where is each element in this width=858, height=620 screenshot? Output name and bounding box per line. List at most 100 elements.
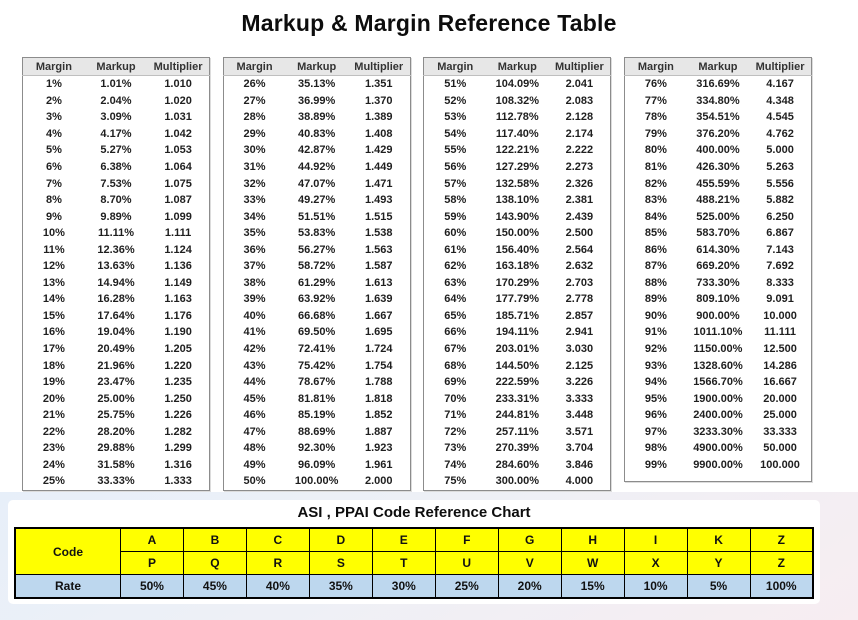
margin-cell: 61% bbox=[444, 243, 467, 256]
multiplier-cell: 1.408 bbox=[364, 127, 393, 140]
margin-cell: 43% bbox=[243, 359, 266, 372]
markup-cell: 13.63% bbox=[97, 260, 135, 273]
multiplier-cell: 5.263 bbox=[766, 161, 794, 173]
markup-cell: 78.67% bbox=[297, 376, 336, 389]
markup-cell: 284.60% bbox=[495, 458, 540, 471]
markup-cell: 2.04% bbox=[100, 94, 132, 107]
table-row: 76% 316.69% 4.167 bbox=[624, 76, 811, 93]
margin-cell: 84% bbox=[644, 210, 667, 223]
table-row: 6% 6.38% 1.064 bbox=[23, 159, 210, 176]
margin-cell: 39% bbox=[243, 293, 266, 306]
markup-cell: 2400.00% bbox=[693, 409, 743, 422]
rate-value-cell: 5% bbox=[686, 574, 751, 599]
margin-cell: 32% bbox=[243, 177, 266, 190]
table-row: 22% 28.20% 1.282 bbox=[23, 423, 210, 440]
code-letter-cell: Y bbox=[686, 551, 751, 575]
rate-value-cell: 40% bbox=[245, 574, 310, 599]
multiplier-cell: 1.449 bbox=[364, 161, 393, 173]
margin-cell: 48% bbox=[243, 442, 266, 455]
spacer-cell bbox=[749, 473, 811, 482]
rate-value-cell: 45% bbox=[182, 574, 247, 599]
table-row: 42% 72.41% 1.724 bbox=[223, 341, 410, 358]
margin-cell: 21% bbox=[42, 409, 65, 422]
code-chart-title: ASI , PPAI Code Reference Chart bbox=[297, 504, 531, 521]
margin-cell: 41% bbox=[243, 326, 266, 339]
multiplier-cell: 2.222 bbox=[565, 144, 594, 157]
table-row: 65% 185.71% 2.857 bbox=[424, 308, 611, 325]
code-letter-cell: B bbox=[182, 527, 247, 552]
table-row: 17% 20.49% 1.205 bbox=[23, 341, 210, 358]
margin-cell: 75% bbox=[444, 475, 467, 488]
markup-cell: 17.64% bbox=[97, 309, 135, 322]
margin-cell: 29% bbox=[243, 127, 266, 140]
table-header-row: Margin Markup Multiplier bbox=[423, 57, 611, 76]
markup-cell: 51.51% bbox=[297, 210, 336, 223]
margin-cell: 24% bbox=[42, 458, 65, 471]
margin-cell: 4% bbox=[45, 127, 62, 140]
table-row: 62% 163.18% 2.632 bbox=[424, 258, 611, 275]
multiplier-cell: 3.704 bbox=[565, 442, 594, 455]
markup-cell: 112.78% bbox=[495, 111, 539, 124]
multiplier-cell: 1.099 bbox=[164, 210, 192, 223]
markup-cell: 316.69% bbox=[696, 78, 740, 91]
margin-cell: 3% bbox=[45, 111, 62, 124]
rate-label-cell: Rate bbox=[14, 574, 121, 599]
markup-cell: 56.27% bbox=[297, 243, 336, 256]
multiplier-cell: 1.724 bbox=[364, 343, 393, 356]
margin-cell: 57% bbox=[444, 177, 467, 190]
markup-margin-table-4: Margin Markup Multiplier 76% 316.69% 4.167 77%… bbox=[623, 57, 812, 483]
table-row: 31% 44.92% 1.449 bbox=[223, 159, 410, 176]
table-row: 7% 7.53% 1.075 bbox=[23, 175, 210, 192]
markup-cell: 376.20% bbox=[696, 127, 740, 140]
multiplier-cell: 2.000 bbox=[364, 475, 393, 488]
margin-cell: 52% bbox=[444, 94, 467, 107]
table-row: 40% 66.68% 1.667 bbox=[223, 308, 410, 325]
multiplier-cell: 2.125 bbox=[565, 359, 594, 372]
table-row: 82% 455.59% 5.556 bbox=[624, 175, 811, 192]
table-row: 13% 14.94% 1.149 bbox=[23, 275, 210, 292]
rate-value-cell: 15% bbox=[560, 574, 625, 599]
markup-cell: 23.47% bbox=[97, 376, 135, 389]
multiplier-cell: 7.692 bbox=[766, 260, 794, 273]
margin-cell: 2% bbox=[45, 94, 62, 107]
table-row: 63% 170.29% 2.703 bbox=[424, 275, 611, 292]
table-row: 50% 100.00% 2.000 bbox=[223, 473, 410, 490]
markup-cell: 14.94% bbox=[97, 276, 135, 289]
markup-cell: 270.39% bbox=[495, 442, 540, 455]
multiplier-cell: 1.136 bbox=[164, 260, 192, 273]
code-letter-cell: Z bbox=[749, 551, 814, 575]
code-letter-cell: X bbox=[623, 551, 688, 575]
margin-cell: 81% bbox=[644, 161, 667, 173]
multiplier-cell: 1.220 bbox=[164, 359, 192, 372]
table-header-row: Margin Markup Multiplier bbox=[624, 57, 812, 76]
margin-cell: 90% bbox=[644, 309, 667, 322]
multiplier-cell: 2.083 bbox=[565, 94, 594, 107]
margin-cell: 91% bbox=[644, 326, 667, 339]
markup-cell: 35.13% bbox=[297, 78, 336, 91]
margin-cell: 15% bbox=[42, 309, 65, 322]
multiplier-cell: 1.333 bbox=[164, 475, 192, 488]
rate-value-cell: 50% bbox=[120, 574, 184, 599]
markup-cell: 5.27% bbox=[100, 144, 132, 157]
multiplier-cell: 1.639 bbox=[364, 293, 393, 306]
margin-cell: 40% bbox=[243, 309, 266, 322]
table-row: 68% 144.50% 2.125 bbox=[424, 357, 611, 374]
margin-cell: 12% bbox=[42, 260, 65, 273]
markup-cell: 29.88% bbox=[97, 442, 135, 455]
multiplier-cell: 5.556 bbox=[766, 177, 794, 190]
multiplier-cell: 1.075 bbox=[164, 177, 192, 190]
markup-cell: 49.27% bbox=[297, 194, 336, 207]
code-letter-cell: I bbox=[623, 527, 688, 552]
markup-cell: 4.17% bbox=[100, 127, 132, 140]
spacer-cell bbox=[624, 473, 686, 482]
multiplier-cell: 1.190 bbox=[164, 326, 192, 339]
table-header-row: Margin Markup Multiplier bbox=[223, 57, 411, 76]
table-row: 53% 112.78% 2.128 bbox=[424, 109, 611, 126]
markup-cell: 40.83% bbox=[297, 127, 336, 140]
markup-cell: 1900.00% bbox=[693, 392, 743, 405]
multiplier-cell: 3.226 bbox=[565, 376, 594, 389]
multiplier-cell: 1.282 bbox=[164, 425, 192, 438]
margin-cell: 20% bbox=[42, 392, 65, 405]
margin-cell: 46% bbox=[243, 409, 266, 422]
margin-cell: 34% bbox=[243, 210, 266, 223]
